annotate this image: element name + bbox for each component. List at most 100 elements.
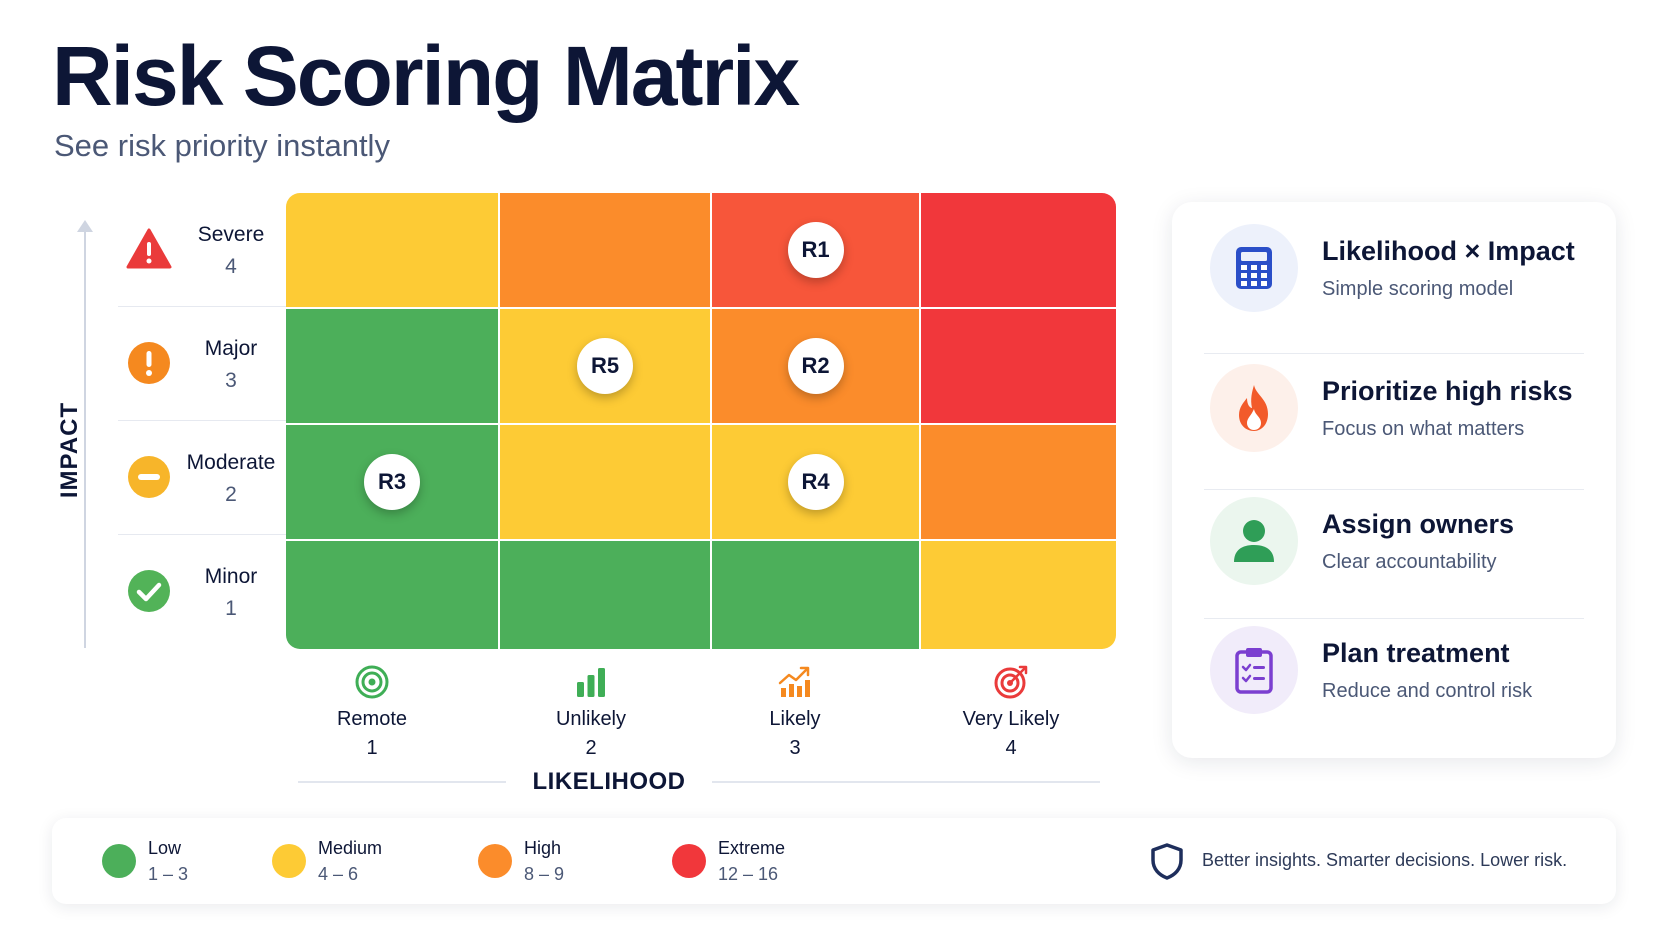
impact-score: 2 — [225, 483, 237, 506]
matrix-cell — [921, 309, 1116, 423]
matrix-cell — [712, 541, 919, 649]
features-panel: Likelihood × Impact Simple scoring model… — [1172, 202, 1616, 758]
matrix-cell: R2 — [712, 309, 919, 423]
feature-desc: Focus on what matters — [1322, 418, 1525, 440]
feature-divider — [1204, 618, 1584, 619]
risk-marker[interactable]: R2 — [787, 338, 844, 394]
feature-title: Prioritize high risks — [1322, 376, 1573, 406]
matrix-cell — [921, 541, 1116, 649]
minus-circle-icon — [128, 456, 170, 498]
legend-name: High — [524, 838, 562, 858]
risk-legend: Low 1 – 3 Medium 4 – 6 High 8 – 9 Extrem… — [52, 818, 1616, 904]
legend-dot — [102, 844, 136, 878]
matrix-cell — [286, 541, 498, 649]
likelihood-name: Remote — [336, 708, 408, 730]
impact-name: Minor — [204, 565, 258, 588]
likelihood-col-very-likely: Very Likely 4 — [931, 664, 1091, 760]
check-circle-icon — [128, 570, 170, 612]
feature-badge — [1210, 626, 1298, 714]
likelihood-axis-line-left — [298, 781, 506, 783]
page-title: Risk Scoring Matrix — [52, 29, 800, 123]
tagline: Better insights. Smarter decisions. Lowe… — [1150, 840, 1590, 880]
impact-axis-arrow-icon — [77, 220, 93, 232]
trend-up-icon — [778, 666, 810, 697]
likelihood-score: 3 — [789, 737, 801, 759]
impact-name: Major — [204, 337, 258, 360]
likelihood-col-remote: Remote 1 — [292, 664, 452, 760]
impact-score: 4 — [225, 255, 237, 278]
feature-scoring: Likelihood × Impact Simple scoring model — [1204, 202, 1584, 332]
impact-name: Moderate — [186, 451, 276, 474]
matrix-cell: R5 — [500, 309, 710, 423]
risk-matrix-grid: R1 R5 R2 R3 R4 — [286, 193, 1116, 649]
impact-rows: Severe 4 Major 3 Moderate 2 Minor 1 — [118, 193, 286, 649]
matrix-cell — [500, 193, 710, 307]
impact-name: Severe — [197, 223, 265, 246]
impact-score: 3 — [225, 369, 237, 392]
warning-triangle-icon — [126, 228, 172, 269]
impact-row-severe: Severe 4 — [118, 193, 286, 307]
likelihood-axis-label: LIKELIHOOD — [532, 768, 686, 795]
likelihood-score: 2 — [585, 737, 597, 759]
feature-owners: Assign owners Clear accountability — [1204, 475, 1584, 605]
legend-dot — [272, 844, 306, 878]
matrix-cell — [921, 193, 1116, 307]
feature-title: Likelihood × Impact — [1322, 236, 1575, 266]
feature-desc: Simple scoring model — [1322, 278, 1514, 300]
flame-icon — [1239, 385, 1268, 431]
matrix-cell — [500, 541, 710, 649]
tagline-text: Better insights. Smarter decisions. Lowe… — [1202, 850, 1568, 870]
feature-badge — [1210, 224, 1298, 312]
target-rings-icon — [355, 665, 389, 699]
legend-range: 4 – 6 — [318, 864, 359, 884]
feature-badge — [1210, 364, 1298, 452]
matrix-cell — [286, 309, 498, 423]
feature-title: Assign owners — [1322, 509, 1515, 539]
impact-row-major: Major 3 — [118, 307, 286, 421]
shield-icon — [1151, 843, 1183, 880]
matrix-cell: R1 — [712, 193, 919, 307]
likelihood-col-unlikely: Unlikely 2 — [511, 664, 671, 760]
impact-row-minor: Minor 1 — [118, 535, 286, 649]
exclamation-circle-icon — [128, 342, 170, 384]
legend-range: 8 – 9 — [524, 864, 565, 884]
calculator-icon — [1236, 247, 1272, 289]
matrix-cell — [921, 425, 1116, 539]
risk-marker[interactable]: R5 — [577, 338, 633, 394]
risk-marker[interactable]: R3 — [364, 454, 420, 510]
feature-divider — [1204, 353, 1584, 354]
risk-marker[interactable]: R1 — [787, 222, 844, 278]
feature-desc: Reduce and control risk — [1322, 680, 1533, 702]
feature-divider — [1204, 489, 1584, 490]
likelihood-axis-line-right — [712, 781, 1100, 783]
legend-name: Medium — [318, 838, 383, 858]
feature-prioritize: Prioritize high risks Focus on what matt… — [1204, 342, 1584, 472]
likelihood-name: Likely — [769, 708, 821, 730]
impact-axis-line — [84, 226, 86, 648]
legend-range: 12 – 16 — [718, 864, 779, 884]
feature-badge — [1210, 497, 1298, 585]
impact-score: 1 — [225, 597, 237, 620]
impact-axis-label: IMPACT — [56, 401, 83, 499]
matrix-cell: R4 — [712, 425, 919, 539]
bullseye-icon — [994, 665, 1028, 699]
likelihood-score: 4 — [1005, 737, 1017, 759]
likelihood-score: 1 — [366, 737, 378, 759]
legend-range: 1 – 3 — [148, 864, 189, 884]
clipboard-icon — [1235, 648, 1273, 694]
likelihood-name: Unlikely — [555, 708, 627, 730]
feature-desc: Clear accountability — [1322, 551, 1497, 573]
matrix-cell — [500, 425, 710, 539]
user-icon — [1234, 520, 1274, 562]
likelihood-col-likely: Likely 3 — [715, 664, 875, 760]
risk-marker[interactable]: R4 — [787, 454, 844, 510]
likelihood-name: Very Likely — [962, 708, 1060, 730]
legend-name: Extreme — [718, 838, 786, 858]
matrix-cell — [286, 193, 498, 307]
page-subtitle: See risk priority instantly — [54, 128, 390, 163]
impact-row-moderate: Moderate 2 — [118, 421, 286, 535]
matrix-cell: R3 — [286, 425, 498, 539]
feature-treatment: Plan treatment Reduce and control risk — [1204, 604, 1584, 734]
legend-dot — [478, 844, 512, 878]
legend-name: Low — [148, 838, 182, 858]
